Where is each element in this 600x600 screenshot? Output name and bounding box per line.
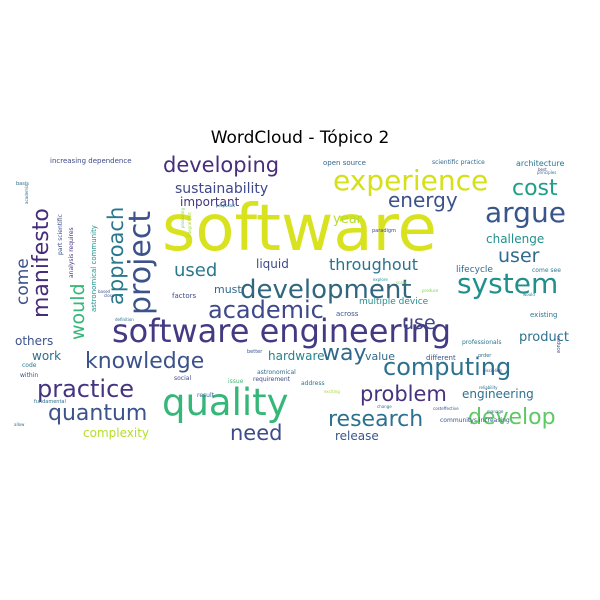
word-quantum: quantum [48,401,147,426]
word-reduce: reduce [555,336,561,353]
word-open-source: open source [323,159,366,167]
word-change: change [377,404,392,409]
word-year: year [333,212,363,227]
wordcloud-title: WordCloud - Tópico 2 [210,128,390,148]
word-explore: explore [373,277,388,282]
word-complexity: complexity [83,426,149,440]
word-development: development [240,275,412,305]
word-would: would [523,292,535,297]
word-reliability: reliability [479,385,498,390]
word-social: social [174,375,191,382]
word-used: used [174,260,217,281]
word-academia: academia [24,184,29,204]
word-practice: practice [37,375,134,403]
word-product: product [519,330,569,345]
word-principles: principles [537,170,556,175]
word-factors: factors [172,292,197,300]
word-way: way [322,341,367,366]
word-hardware: hardware [268,349,325,363]
word-engineering: engineering [462,387,534,401]
word-must: must [214,283,242,296]
word-order: order [478,353,492,359]
word-allow: allow [14,422,25,427]
word-software: software [162,192,437,266]
word-would: would [67,283,89,340]
word-need: need [230,421,282,445]
word-scale: scale [396,280,407,285]
word-knowledge: knowledge [85,349,204,374]
word-problem: problem [360,382,447,406]
word-come-see: come see [532,267,561,274]
word-different: different [426,354,456,362]
word-producing: producing [180,208,185,228]
word-paradigm: paradigm [372,228,396,234]
word-approach: approach [104,207,128,305]
word-manifesto: manifesto [29,208,54,318]
word-developing: developing [163,153,279,177]
word-professionals: professionals [462,339,501,346]
word-analysis-requires: analysis requires [68,227,75,278]
word-fundamental: fundamental [34,399,66,405]
word-use: use [402,312,436,334]
word-manage: manage [487,409,504,414]
word-across: across [336,310,359,318]
word-exciting: exciting [324,389,340,394]
word-better: better [247,349,263,355]
word-release: release [335,429,379,443]
word-develop: develop [468,405,556,430]
word-come: come [13,258,33,305]
word-academic: academic [208,296,324,324]
word-astronomical-community: astronomical community [90,225,98,312]
word-quality: quality [162,381,289,424]
word-based: based [98,289,111,294]
word-system: system [457,267,558,300]
word-others: others [15,334,53,348]
word-cost: cost [512,176,558,201]
word-throughout: throughout [329,255,418,274]
word-increasing-dependence: increasing dependence [50,157,132,165]
word-requirement: requirement [253,376,291,383]
word-work: work [32,349,61,363]
word-value: value [365,350,395,363]
word-integral-part: integral part [187,212,192,237]
word-existing: existing [530,311,558,319]
word-code: code [22,362,37,369]
word-issue: issue [228,378,244,385]
word-definition: definition [115,317,134,322]
word-close: close [104,293,115,298]
word-scientific-practice: scientific practice [432,159,485,166]
word-project: project [123,211,158,315]
word-produce: produce [422,288,439,293]
word-argue: argue [485,196,566,229]
word-costeffective: costeffective [433,406,459,411]
word-address: address [301,380,325,387]
word-research: research [328,407,423,432]
word-basis: basis [16,181,29,187]
word-software-engineering: software engineering [112,312,451,350]
word-result: result [197,392,215,399]
word-proposals: proposals [216,203,235,208]
word-computing: computing [383,353,511,381]
word-challenge: challenge [486,232,544,246]
word-sustainability: sustainability [175,181,268,197]
word-user: user [498,245,540,267]
word-best: best [538,167,547,172]
word-liquid: liquid [256,257,289,271]
word-experience: experience [333,164,488,197]
word-astronomical: astronomical [257,369,296,376]
word-multiple-device: multiple device [359,297,429,307]
word-discipline: discipline [483,368,502,373]
word-communitys-increasing: communitys increasing [440,417,510,424]
word-within: within [20,372,38,379]
word-energy: energy [388,188,458,212]
word-architecture: architecture [516,159,564,168]
word-lifecycle: lifecycle [456,265,493,275]
word-important: important [180,195,240,209]
word-part-scientific: part scientific [57,214,64,255]
